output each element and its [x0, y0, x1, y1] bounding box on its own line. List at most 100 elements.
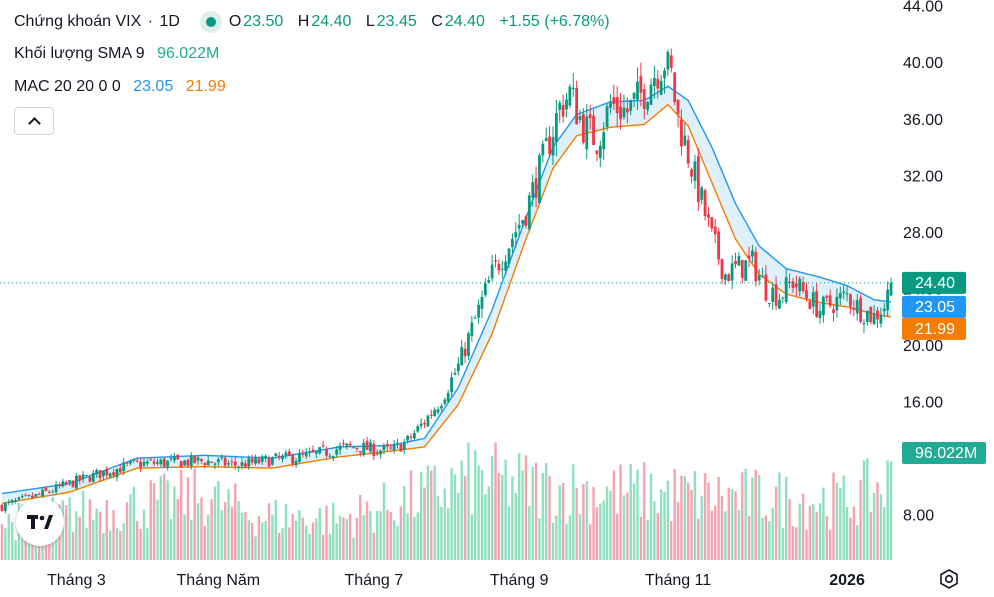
candle-body [102, 470, 105, 477]
candle-body [889, 282, 893, 296]
candle-body [17, 497, 21, 500]
volume-bar [308, 533, 311, 560]
candle-body [95, 470, 99, 475]
candle-body [578, 116, 582, 120]
candle-body [757, 275, 761, 281]
candle-body [504, 261, 508, 271]
volume-bar [555, 515, 558, 560]
candle-body [561, 105, 565, 117]
mac-lower-price-label: 21.99 [915, 321, 955, 338]
volume-bar [298, 510, 301, 560]
candle-body [723, 274, 727, 281]
mac-lower-line [1, 103, 892, 505]
market-status-icon[interactable] [200, 11, 223, 33]
volume-bar [548, 476, 551, 560]
settings-gear-icon[interactable] [938, 568, 960, 590]
volume-bar [267, 503, 271, 560]
volume-bar [125, 502, 129, 560]
candle-body [811, 292, 815, 307]
candle-body [423, 423, 426, 425]
candle-body [274, 453, 278, 457]
candle-body [44, 487, 48, 491]
candle-body [91, 472, 95, 482]
candle-body [122, 462, 126, 471]
candle-body [622, 107, 626, 118]
candle-body [412, 433, 416, 439]
candle-body [625, 108, 629, 113]
candle-body [683, 135, 687, 146]
candle-body [646, 102, 650, 111]
candle-body [294, 460, 298, 466]
candle-body [172, 456, 176, 461]
volume-bar [301, 517, 305, 560]
volume-bar [595, 507, 599, 560]
candle-body [754, 251, 758, 282]
collapse-legend-button[interactable] [14, 107, 54, 135]
candle-body [14, 500, 17, 502]
volume-bar [112, 509, 115, 560]
volume-bar [602, 500, 605, 560]
volume-bar [457, 492, 460, 560]
volume-bar [122, 523, 125, 560]
candle-body [801, 282, 805, 292]
volume-bar [315, 518, 318, 560]
time-tick-label: Tháng 7 [344, 572, 403, 589]
candle-body [534, 178, 538, 198]
volume-bar [132, 486, 136, 560]
candle-body [669, 55, 673, 68]
candle-body [396, 442, 399, 445]
volume-price-label-bg [902, 442, 986, 464]
price-tick-label: 8.00 [903, 508, 934, 525]
candle-body [7, 501, 11, 503]
volume-bar [443, 488, 447, 560]
candle-body [500, 268, 504, 270]
tradingview-logo-icon[interactable] [16, 498, 64, 546]
volume-bar [818, 503, 822, 560]
mac-upper-price-label: 23.05 [915, 299, 955, 316]
volume-bar [778, 472, 781, 560]
volume-bar [396, 525, 399, 560]
candle-body [818, 310, 822, 319]
volume-legend[interactable]: Khối lượng SMA 9 96.022M [14, 45, 221, 63]
volume-bar [176, 499, 179, 560]
candle-body [527, 195, 531, 230]
volume-bar [619, 464, 622, 560]
candle-body [152, 461, 156, 464]
candle-body [335, 449, 339, 455]
candle-body [592, 115, 595, 145]
volume-bar [828, 529, 832, 560]
candle-body [308, 451, 312, 454]
volume-bar [710, 510, 714, 560]
candle-body [233, 461, 237, 466]
volume-bar [866, 458, 869, 560]
volume-bar [71, 532, 75, 560]
volume-bar [889, 461, 893, 560]
candle-body [656, 78, 660, 89]
candle-body [490, 264, 494, 279]
volume-bar [771, 507, 774, 560]
volume-bar [129, 494, 132, 560]
candle-body [166, 460, 170, 467]
volume-bar [271, 514, 274, 560]
volume-bar [102, 532, 105, 560]
time-tick-label: Tháng 9 [490, 572, 549, 589]
volume-bar [585, 481, 588, 560]
candle-body [314, 451, 318, 454]
candle-body [284, 452, 288, 456]
low-label: L [365, 13, 375, 31]
candle-body [98, 470, 102, 478]
candle-body [379, 450, 382, 455]
candle-body [751, 250, 754, 257]
candle-body [446, 392, 450, 402]
volume-bar [98, 511, 102, 560]
candle-body [463, 348, 467, 357]
candle-body [845, 293, 849, 295]
volume-bar [680, 475, 683, 560]
candle-body [281, 455, 284, 460]
volume-bar [842, 475, 845, 560]
volume-bar [453, 474, 457, 560]
candle-body [483, 283, 487, 296]
volume-bar [139, 528, 142, 560]
mac-legend[interactable]: MAC 20 20 0 0 23.05 21.99 [14, 78, 228, 96]
